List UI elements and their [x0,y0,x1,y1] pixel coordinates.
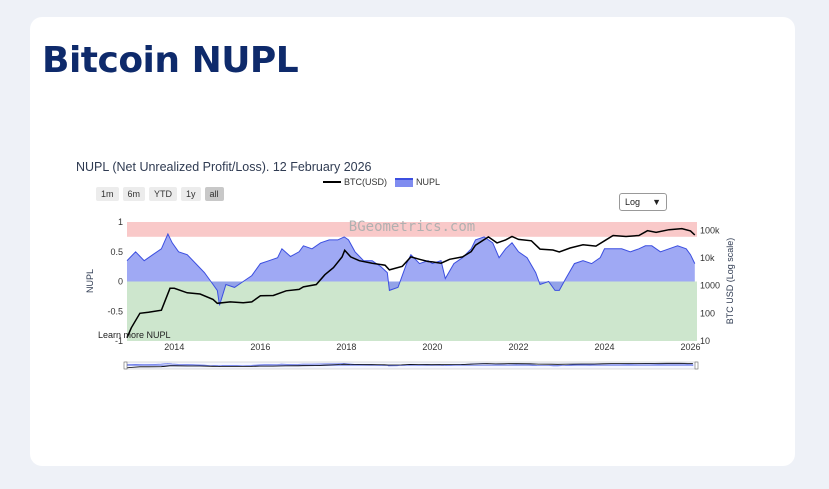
y-axis-right-ticks: 100k 10k 1000 100 10 [700,225,720,346]
x-tick-label: 2016 [250,342,270,352]
zone-fear [127,281,697,341]
nupl-area-swatch [395,177,413,187]
range-button-ytd[interactable]: YTD [149,187,178,201]
legend-label-nupl: NUPL [416,177,441,187]
btc-price-line [126,227,696,339]
nupl-area [127,233,695,306]
y-left-tick-label: -0.5 [107,306,123,316]
y-right-tick-label: 100 [700,308,715,318]
y-right-tick-label: 1000 [700,281,720,291]
range-slider-btc [126,362,693,369]
range-button-1m[interactable]: 1m [96,187,119,201]
watermark: BGeometrics.com [349,219,475,235]
range-button-1y[interactable]: 1y [181,187,201,201]
x-tick-label: 2020 [422,342,442,352]
chart-legend[interactable]: BTC(USD) NUPL [323,177,440,187]
scale-select[interactable]: Log ▼ [619,193,667,211]
range-slider[interactable] [123,361,699,370]
range-button-all[interactable]: all [204,187,224,201]
y-axis-left-title: NUPL [85,269,95,293]
range-slider-handle-left[interactable] [123,361,128,370]
x-tick-label: 2022 [508,342,528,352]
x-tick-label: 2018 [336,342,356,352]
x-tick-label: 2014 [164,342,184,352]
y-left-tick-label: 0 [118,277,123,287]
y-axis-right-title: BTC USD (Log scale) [725,238,735,325]
zone-greed [127,222,697,237]
chart-title: NUPL (Net Unrealized Profit/Loss). 12 Fe… [76,160,372,174]
scale-select-value: Log [625,197,641,207]
x-axis-ticks: 2014 2016 2018 2020 2022 2024 2026 [164,342,700,352]
range-selector: 1m 6m YTD 1y all [96,187,224,201]
nupl-line [126,232,696,306]
chevron-down-icon: ▼ [652,197,661,207]
x-tick-label: 2026 [681,342,701,352]
zone-optimism [127,236,697,252]
y-left-tick-label: 1 [118,217,123,227]
x-tick-label: 2024 [594,342,614,352]
btc-line-swatch [323,181,341,183]
y-axis-left-ticks: 1 0.5 0 -0.5 -1 [107,217,123,346]
learn-more-link[interactable]: Learn more NUPL [98,330,171,340]
legend-item-btc[interactable]: BTC(USD) [323,177,387,187]
y-right-tick-label: 100k [700,225,720,235]
page-title: Bitcoin NUPL [42,40,299,81]
y-right-tick-label: 10k [700,253,715,263]
y-left-tick-label: 0.5 [110,247,123,257]
y-left-tick-label: -1 [115,336,123,346]
y-right-tick-label: 10 [700,336,710,346]
range-button-6m[interactable]: 6m [122,187,146,201]
legend-item-nupl[interactable]: NUPL [395,177,440,187]
range-slider-handle-right[interactable] [694,361,699,370]
legend-label-btc: BTC(USD) [344,177,387,187]
